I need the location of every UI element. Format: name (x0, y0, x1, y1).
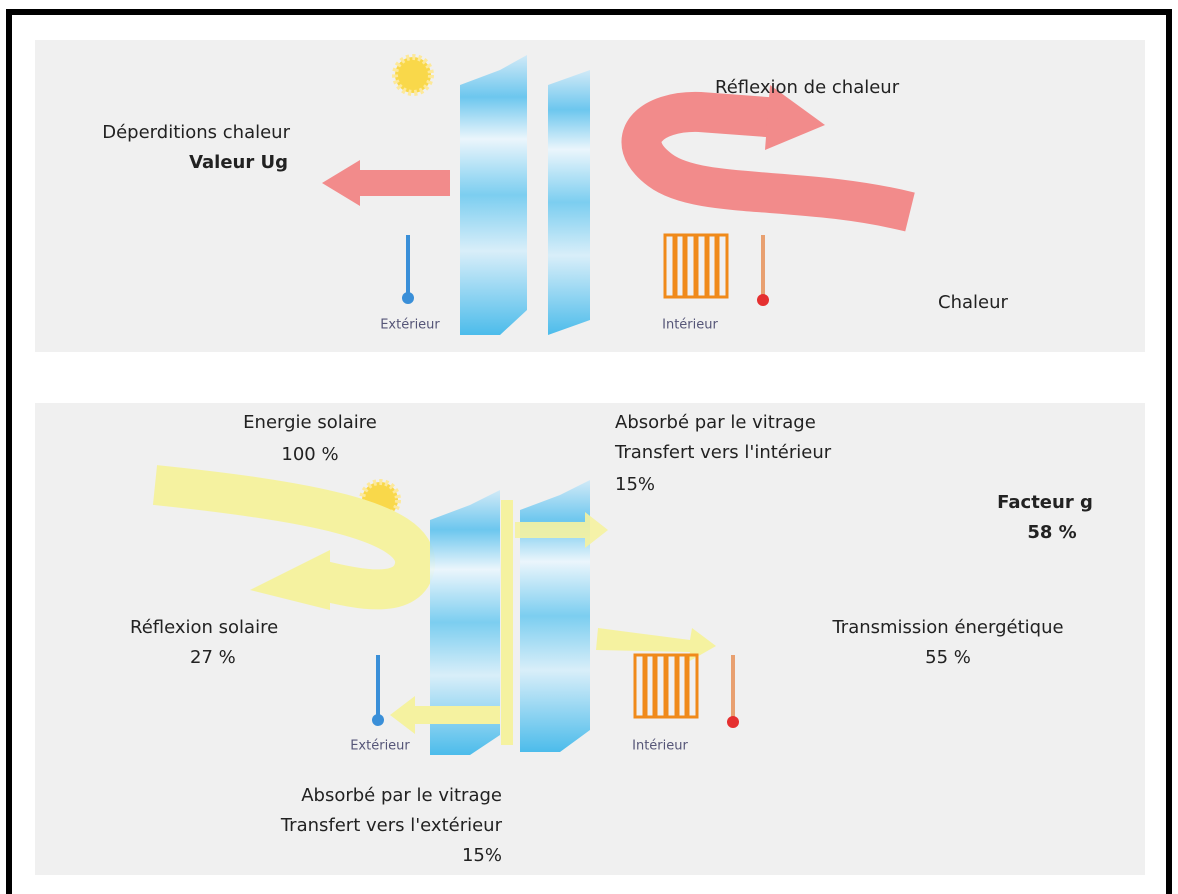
panel-top: Déperditions chaleur Valeur Ug Réflexion… (35, 40, 1145, 352)
label: Réflexion de chaleur (715, 77, 900, 98)
label: Chaleur (938, 292, 1008, 313)
label: Transfert vers l'intérieur (614, 442, 832, 463)
label: 27 % (190, 647, 236, 668)
label: Valeur Ug (189, 152, 288, 173)
label: Facteur g (997, 492, 1093, 513)
label: Intérieur (632, 739, 688, 754)
panel-bottom: Energie solaire 100 % Absorbé par le vit… (35, 403, 1145, 875)
frame (6, 9, 1172, 894)
label: Extérieur (380, 318, 440, 333)
label: Transmission énergétique (831, 617, 1063, 638)
label: Déperditions chaleur (102, 122, 290, 143)
label: Absorbé par le vitrage (615, 412, 816, 433)
label: Réflexion solaire (130, 617, 278, 638)
label: Transfert vers l'extérieur (280, 815, 503, 836)
label: 58 % (1027, 522, 1076, 543)
label: 15% (462, 845, 502, 866)
label: Intérieur (662, 318, 718, 333)
label: 100 % (281, 444, 338, 465)
label: Absorbé par le vitrage (301, 785, 502, 806)
label: 55 % (925, 647, 971, 668)
label: Extérieur (350, 739, 410, 754)
label: 15% (615, 474, 655, 495)
label: Energie solaire (243, 412, 377, 433)
